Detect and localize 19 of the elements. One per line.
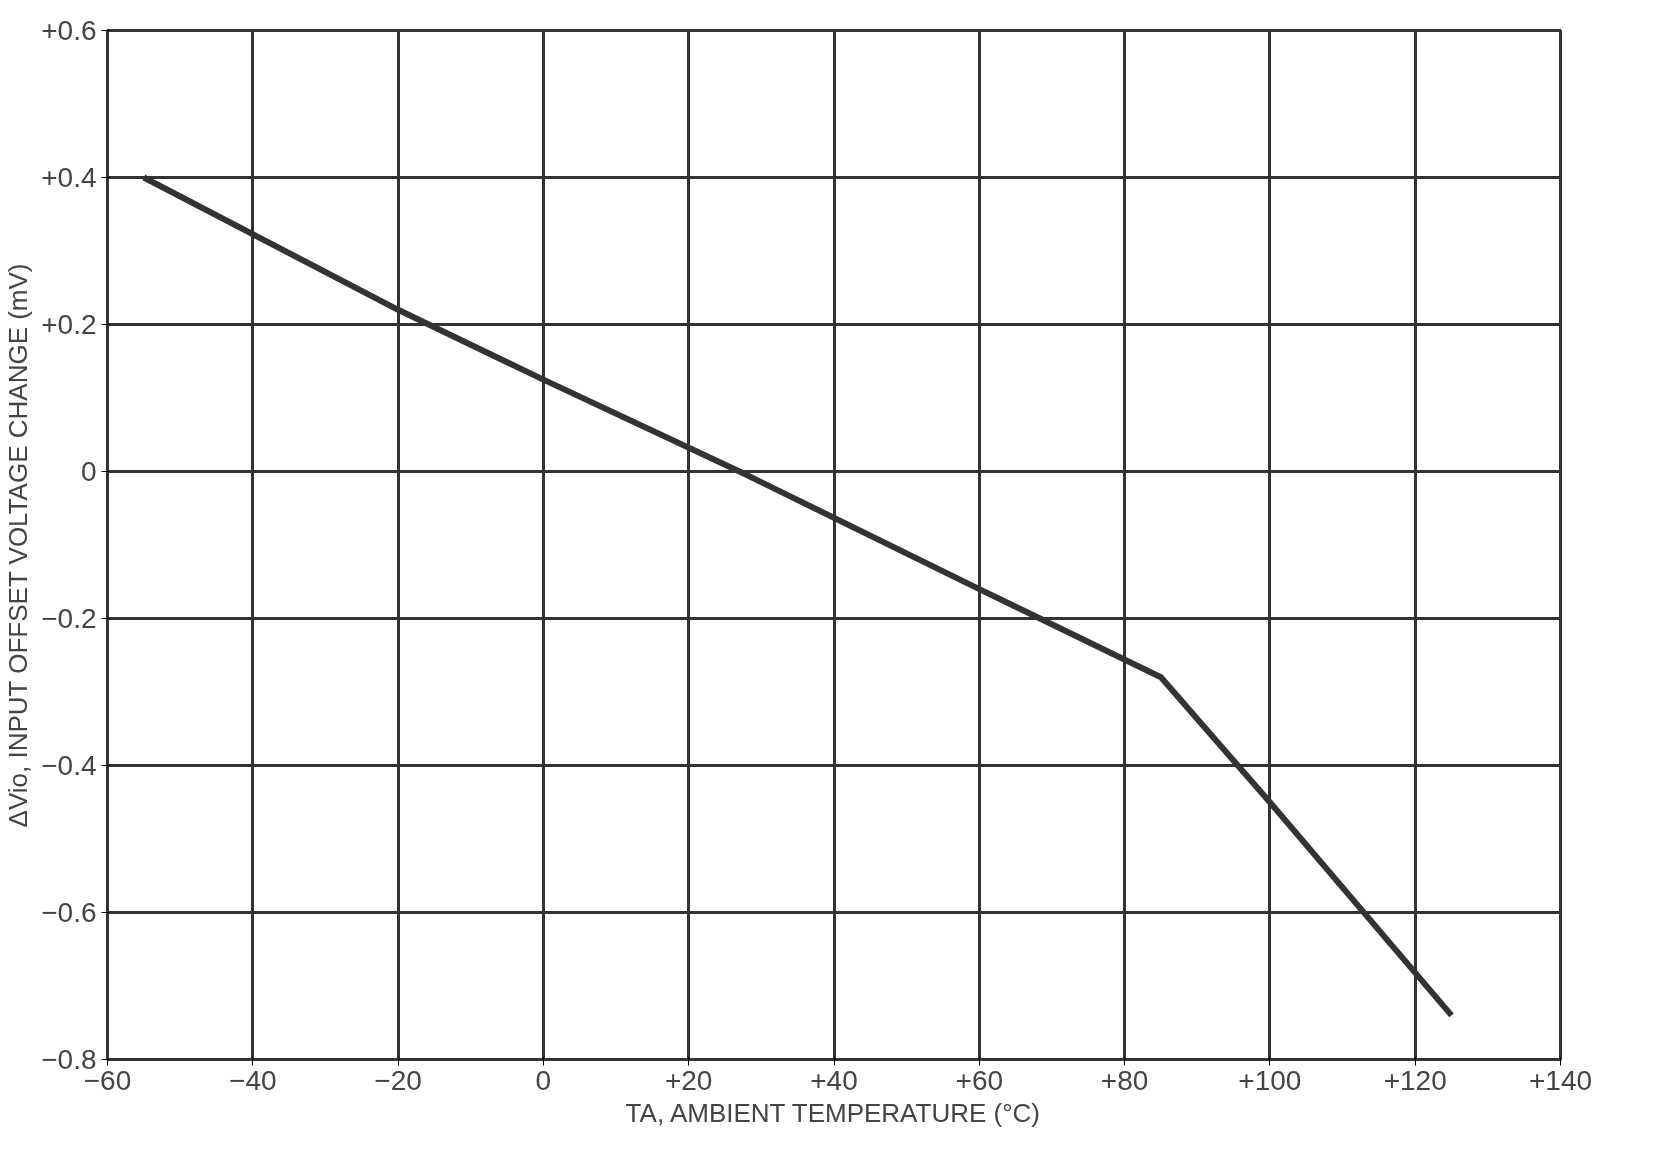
x-axis-title: TA, AMBIENT TEMPERATURE (°C) xyxy=(625,1097,1041,1128)
x-tick-label: +140 xyxy=(1528,1064,1593,1096)
x-tick-label: +100 xyxy=(1238,1064,1302,1096)
y-tick-label: −0.2 xyxy=(41,603,97,634)
y-tick-label: +0.2 xyxy=(41,309,97,340)
y-tick-label: +0.6 xyxy=(41,15,97,46)
x-tick-label: −40 xyxy=(229,1064,277,1096)
y-axis-title: ΔVio, INPUT OFFSET VOLTAGE CHANGE (mV) xyxy=(3,263,34,828)
x-tick-label: −20 xyxy=(374,1064,422,1096)
y-tick-label: +0.4 xyxy=(41,162,97,193)
x-tick-label: +80 xyxy=(1100,1064,1149,1096)
x-tick-label: +60 xyxy=(955,1064,1004,1096)
y-tick-label: −0.4 xyxy=(41,750,97,781)
y-tick-label: −0.6 xyxy=(41,897,97,928)
x-tick-label: +120 xyxy=(1383,1064,1447,1096)
x-tick-label: +20 xyxy=(664,1064,713,1096)
x-tick-label: 0 xyxy=(535,1064,552,1096)
y-tick-label: 0 xyxy=(80,456,97,487)
x-tick-label: +40 xyxy=(810,1064,858,1096)
